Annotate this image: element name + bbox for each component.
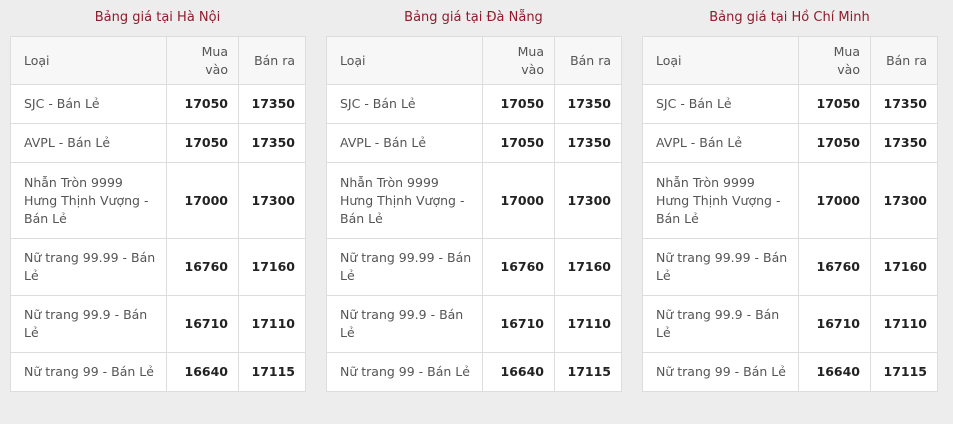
product-name: AVPL - Bán Lẻ xyxy=(326,123,483,163)
buy-price: 16760 xyxy=(482,238,555,296)
price-table: Loại Mua vào Bán ra SJC - Bán Lẻ 17050 1… xyxy=(642,36,938,392)
buy-price: 16640 xyxy=(166,352,239,392)
table-row: SJC - Bán Lẻ 17050 17350 xyxy=(326,84,622,124)
product-name: Nhẫn Tròn 9999 Hưng Thịnh Vượng - Bán Lẻ xyxy=(642,162,799,239)
buy-price: 16710 xyxy=(482,295,555,353)
header-sell: Bán ra xyxy=(870,36,938,85)
buy-price: 16710 xyxy=(166,295,239,353)
buy-price: 16710 xyxy=(798,295,871,353)
buy-price: 17000 xyxy=(482,162,555,239)
product-name: AVPL - Bán Lẻ xyxy=(10,123,167,163)
sell-price: 17115 xyxy=(870,352,938,392)
table-row: Nữ trang 99.9 - Bán Lẻ 16710 17110 xyxy=(10,295,306,353)
product-name: Nữ trang 99 - Bán Lẻ xyxy=(326,352,483,392)
product-name: Nữ trang 99.99 - Bán Lẻ xyxy=(326,238,483,296)
product-name: Nữ trang 99.99 - Bán Lẻ xyxy=(642,238,799,296)
panel-title: Bảng giá tại Hồ Chí Minh xyxy=(709,10,870,25)
table-row: AVPL - Bán Lẻ 17050 17350 xyxy=(10,123,306,163)
header-row: Loại Mua vào Bán ra xyxy=(642,36,938,85)
product-name: AVPL - Bán Lẻ xyxy=(642,123,799,163)
header-row: Loại Mua vào Bán ra xyxy=(10,36,306,85)
table-row: Nữ trang 99.99 - Bán Lẻ 16760 17160 xyxy=(642,238,938,296)
sell-price: 17115 xyxy=(554,352,622,392)
buy-price: 16640 xyxy=(798,352,871,392)
sell-price: 17350 xyxy=(238,84,306,124)
product-name: Nữ trang 99 - Bán Lẻ xyxy=(642,352,799,392)
table-row: SJC - Bán Lẻ 17050 17350 xyxy=(10,84,306,124)
table-row: Nhẫn Tròn 9999 Hưng Thịnh Vượng - Bán Lẻ… xyxy=(326,162,622,239)
table-row: Nữ trang 99.9 - Bán Lẻ 16710 17110 xyxy=(326,295,622,353)
buy-price: 17000 xyxy=(798,162,871,239)
price-panel-ha-noi: Bảng giá tại Hà Nội Loại Mua vào Bán ra … xyxy=(10,0,306,392)
price-panel-ho-chi-minh: Bảng giá tại Hồ Chí Minh Loại Mua vào Bá… xyxy=(642,0,938,392)
sell-price: 17160 xyxy=(870,238,938,296)
sell-price: 17350 xyxy=(554,123,622,163)
sell-price: 17115 xyxy=(238,352,306,392)
sell-price: 17110 xyxy=(554,295,622,353)
product-name: SJC - Bán Lẻ xyxy=(642,84,799,124)
sell-price: 17350 xyxy=(238,123,306,163)
buy-price: 17050 xyxy=(482,123,555,163)
table-row: Nữ trang 99.99 - Bán Lẻ 16760 17160 xyxy=(10,238,306,296)
buy-price: 17000 xyxy=(166,162,239,239)
buy-price: 17050 xyxy=(482,84,555,124)
buy-price: 16760 xyxy=(798,238,871,296)
panel-title: Bảng giá tại Hà Nội xyxy=(94,10,221,25)
buy-price: 16760 xyxy=(166,238,239,296)
sell-price: 17160 xyxy=(554,238,622,296)
buy-price: 17050 xyxy=(166,84,239,124)
sell-price: 17110 xyxy=(238,295,306,353)
buy-price: 17050 xyxy=(798,123,871,163)
buy-price: 17050 xyxy=(166,123,239,163)
header-buy: Mua vào xyxy=(166,36,239,85)
product-name: Nữ trang 99.9 - Bán Lẻ xyxy=(326,295,483,353)
table-row: Nữ trang 99 - Bán Lẻ 16640 17115 xyxy=(326,352,622,392)
sell-price: 17300 xyxy=(238,162,306,239)
product-name: SJC - Bán Lẻ xyxy=(10,84,167,124)
sell-price: 17350 xyxy=(870,84,938,124)
panel-title: Bảng giá tại Đà Nẵng xyxy=(404,10,543,25)
header-type: Loại xyxy=(326,36,483,85)
header-sell: Bán ra xyxy=(554,36,622,85)
table-row: AVPL - Bán Lẻ 17050 17350 xyxy=(326,123,622,163)
header-buy: Mua vào xyxy=(482,36,555,85)
header-row: Loại Mua vào Bán ra xyxy=(326,36,622,85)
product-name: Nhẫn Tròn 9999 Hưng Thịnh Vượng - Bán Lẻ xyxy=(10,162,167,239)
product-name: Nữ trang 99.9 - Bán Lẻ xyxy=(642,295,799,353)
sell-price: 17350 xyxy=(870,123,938,163)
header-sell: Bán ra xyxy=(238,36,306,85)
sell-price: 17300 xyxy=(554,162,622,239)
table-row: Nhẫn Tròn 9999 Hưng Thịnh Vượng - Bán Lẻ… xyxy=(642,162,938,239)
product-name: Nữ trang 99 - Bán Lẻ xyxy=(10,352,167,392)
table-row: Nữ trang 99.9 - Bán Lẻ 16710 17110 xyxy=(642,295,938,353)
table-row: Nữ trang 99.99 - Bán Lẻ 16760 17160 xyxy=(326,238,622,296)
table-row: Nữ trang 99 - Bán Lẻ 16640 17115 xyxy=(10,352,306,392)
table-row: AVPL - Bán Lẻ 17050 17350 xyxy=(642,123,938,163)
buy-price: 16640 xyxy=(482,352,555,392)
sell-price: 17300 xyxy=(870,162,938,239)
product-name: SJC - Bán Lẻ xyxy=(326,84,483,124)
header-type: Loại xyxy=(642,36,799,85)
price-table: Loại Mua vào Bán ra SJC - Bán Lẻ 17050 1… xyxy=(326,36,622,392)
header-type: Loại xyxy=(10,36,167,85)
table-row: Nữ trang 99 - Bán Lẻ 16640 17115 xyxy=(642,352,938,392)
table-row: SJC - Bán Lẻ 17050 17350 xyxy=(642,84,938,124)
buy-price: 17050 xyxy=(798,84,871,124)
sell-price: 17110 xyxy=(870,295,938,353)
sell-price: 17160 xyxy=(238,238,306,296)
product-name: Nhẫn Tròn 9999 Hưng Thịnh Vượng - Bán Lẻ xyxy=(326,162,483,239)
header-buy: Mua vào xyxy=(798,36,871,85)
sell-price: 17350 xyxy=(554,84,622,124)
price-panel-da-nang: Bảng giá tại Đà Nẵng Loại Mua vào Bán ra… xyxy=(326,0,622,392)
price-table: Loại Mua vào Bán ra SJC - Bán Lẻ 17050 1… xyxy=(10,36,306,392)
product-name: Nữ trang 99.9 - Bán Lẻ xyxy=(10,295,167,353)
table-row: Nhẫn Tròn 9999 Hưng Thịnh Vượng - Bán Lẻ… xyxy=(10,162,306,239)
product-name: Nữ trang 99.99 - Bán Lẻ xyxy=(10,238,167,296)
